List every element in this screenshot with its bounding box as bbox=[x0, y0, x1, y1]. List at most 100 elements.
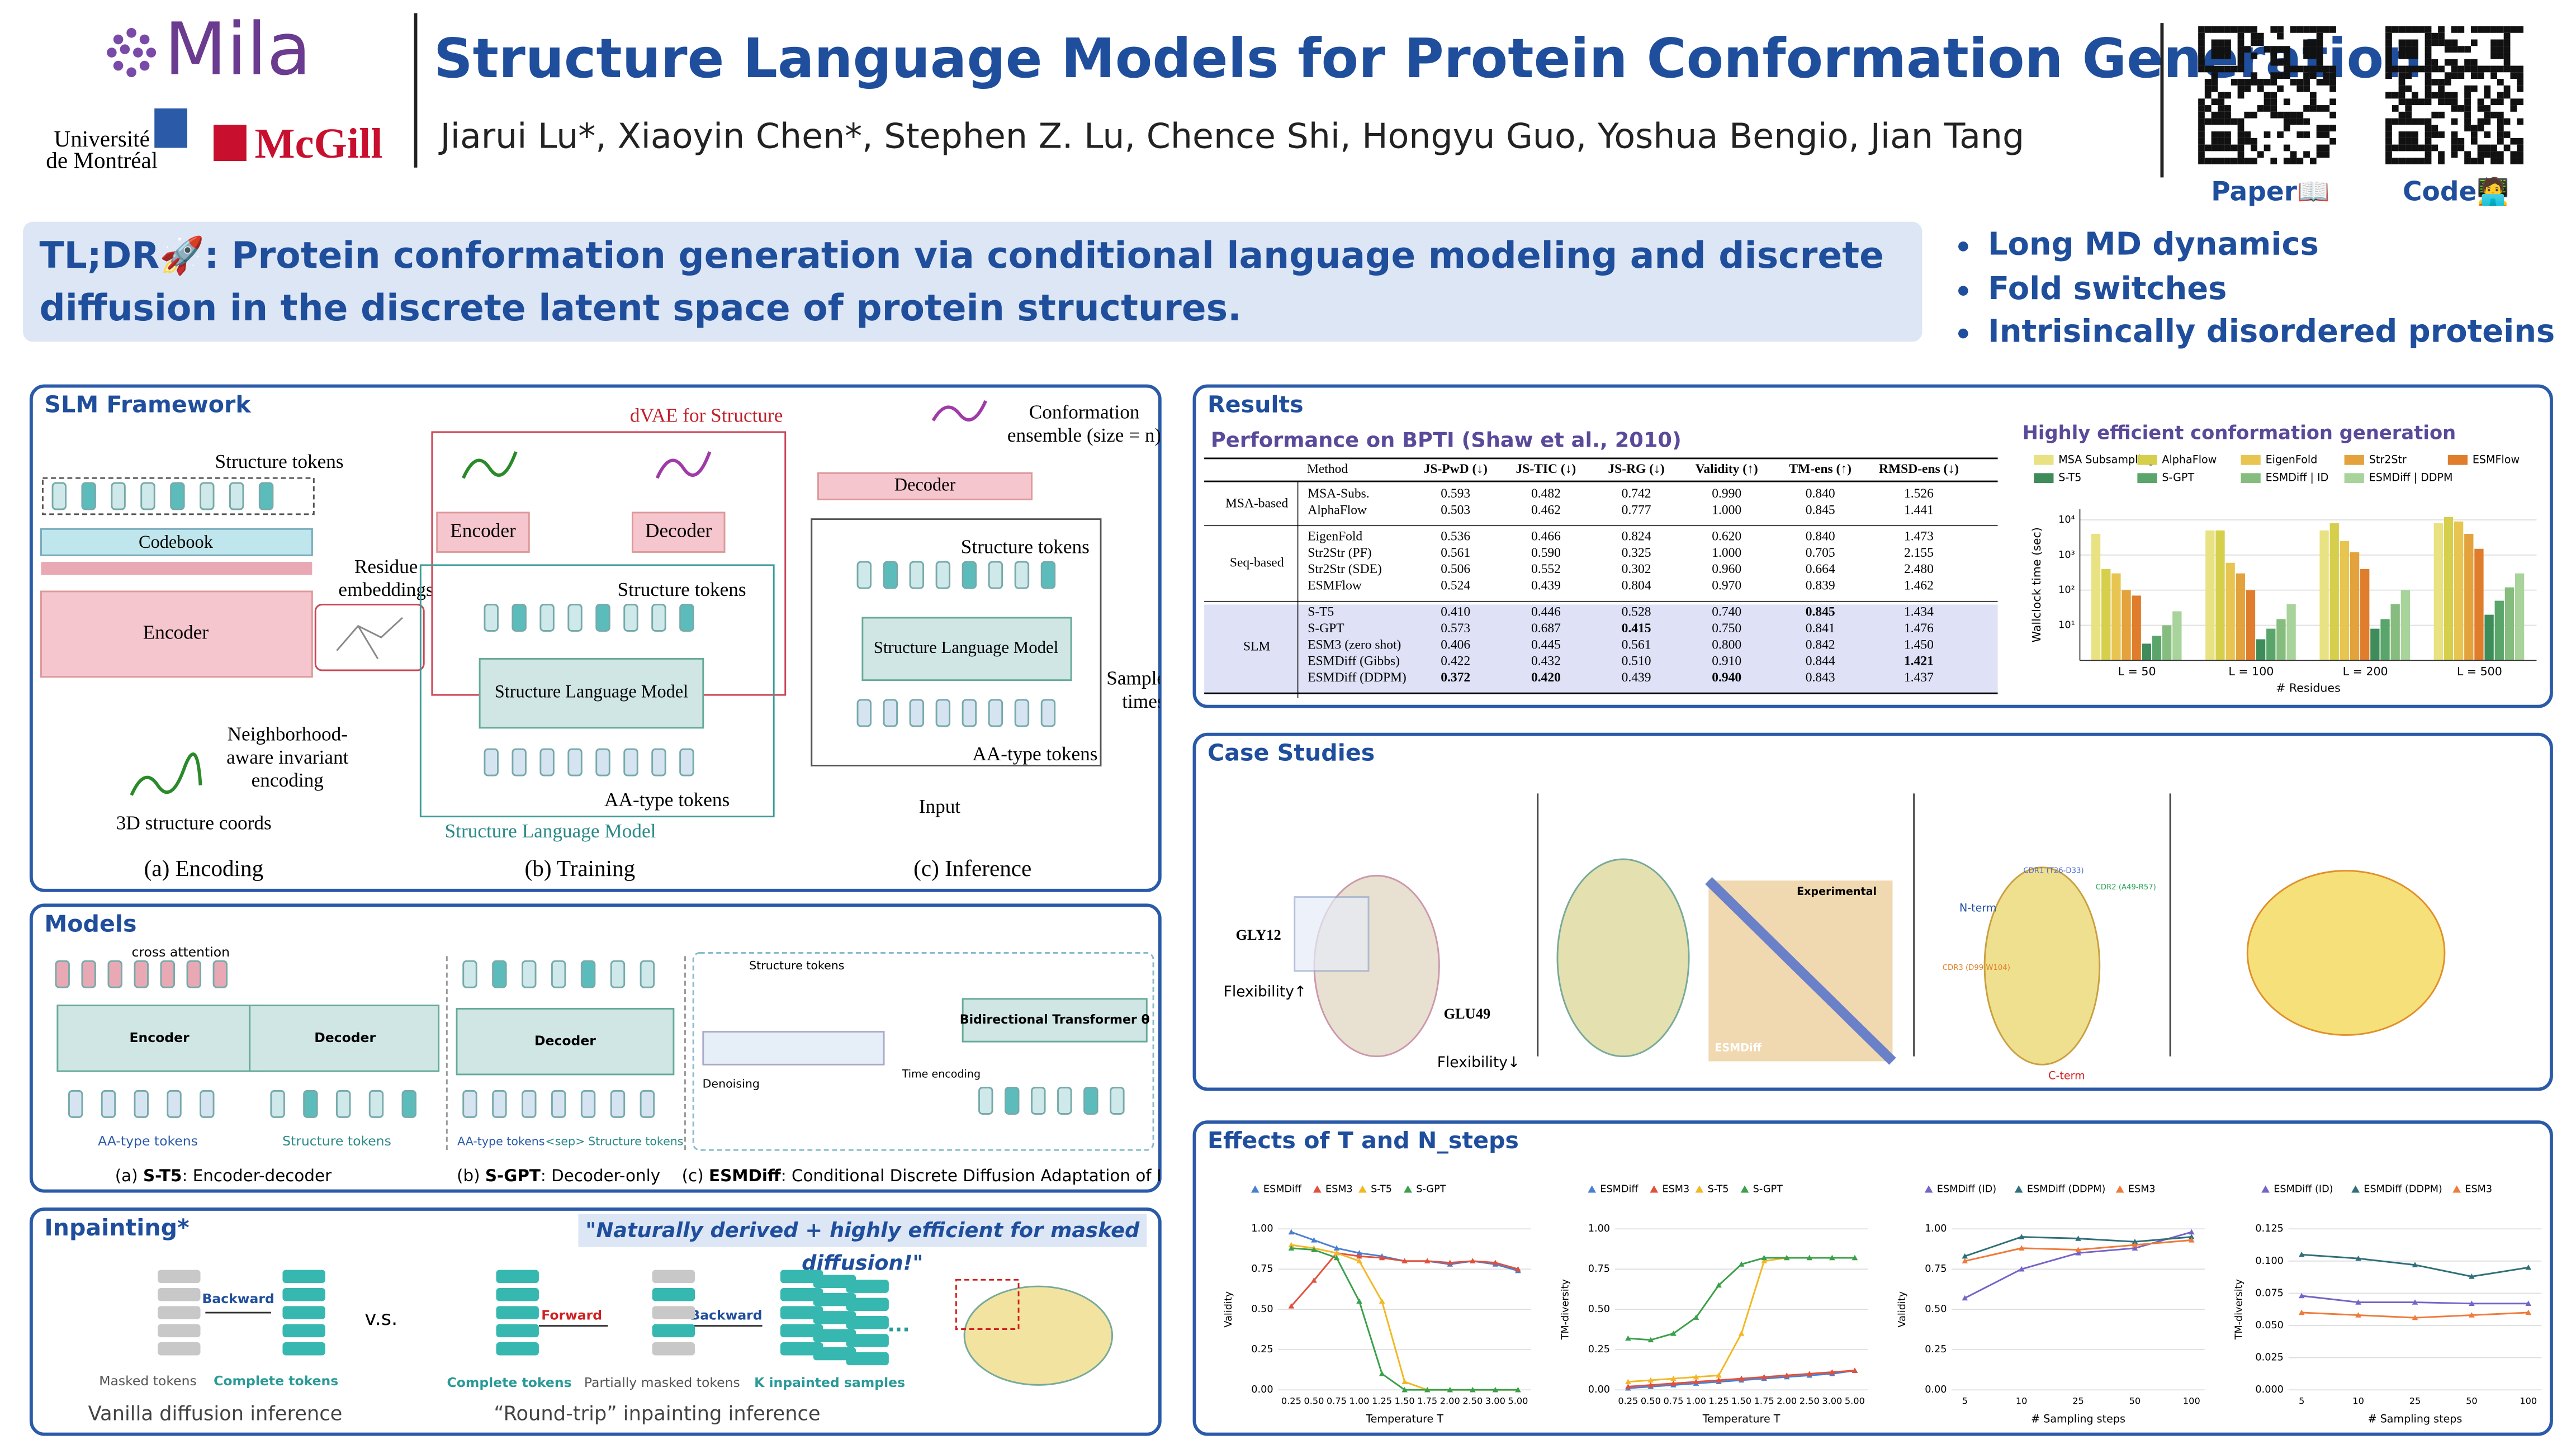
token bbox=[68, 1090, 83, 1118]
qr-cell bbox=[2237, 85, 2244, 92]
inpainting-figure: Backward Masked tokens Complete tokens V… bbox=[88, 1270, 1114, 1425]
qr-cell bbox=[2264, 46, 2271, 53]
cell: 1.000 bbox=[1712, 503, 1741, 517]
caption: (a) Encoding bbox=[144, 855, 264, 882]
x-tick-label: 5 bbox=[1962, 1395, 1968, 1406]
qr-cell bbox=[2218, 138, 2225, 145]
token bbox=[229, 482, 244, 510]
token bbox=[160, 960, 175, 988]
qr-cell bbox=[2198, 98, 2205, 106]
token bbox=[988, 561, 1003, 589]
cell: 0.842 bbox=[1806, 637, 1835, 652]
qr-cell bbox=[2385, 26, 2392, 33]
label: Structure tokens bbox=[749, 959, 844, 972]
qr-cell bbox=[2484, 105, 2491, 112]
qr-cell bbox=[2290, 111, 2297, 119]
cell: 0.406 bbox=[1441, 637, 1470, 652]
section-title: Results bbox=[1208, 392, 1304, 419]
qr-cell bbox=[2277, 131, 2284, 138]
qr-cell bbox=[2264, 105, 2271, 112]
token bbox=[846, 1334, 889, 1347]
qr-cell bbox=[2244, 158, 2251, 164]
token bbox=[962, 699, 977, 727]
qr-cell bbox=[2418, 158, 2425, 164]
qr-cell bbox=[2425, 125, 2432, 132]
qr-cell bbox=[2418, 98, 2425, 106]
point bbox=[1670, 1375, 1677, 1381]
qr-cell bbox=[2198, 118, 2205, 125]
y-axis-label: TM-diversity bbox=[2234, 1279, 2245, 1340]
bar bbox=[2484, 614, 2494, 661]
point bbox=[1693, 1314, 1699, 1320]
caption: (b) Training bbox=[525, 855, 636, 882]
code-link[interactable]: Code🧑‍💻 bbox=[2403, 176, 2509, 207]
qr-cell bbox=[2405, 46, 2412, 53]
group-name: MSA-based bbox=[1225, 496, 1289, 511]
bar bbox=[2142, 643, 2152, 661]
token bbox=[640, 1090, 655, 1118]
qr-cell bbox=[2418, 26, 2425, 33]
point bbox=[2298, 1292, 2305, 1299]
qr-cell bbox=[2283, 125, 2290, 132]
point bbox=[2412, 1262, 2418, 1267]
qr-cell bbox=[2470, 26, 2478, 33]
qr-cell bbox=[2385, 131, 2392, 138]
point bbox=[1670, 1380, 1677, 1386]
y-tick-label: 0.50 bbox=[1251, 1304, 1273, 1315]
cell: 0.844 bbox=[1806, 654, 1835, 669]
qr-cell bbox=[2425, 118, 2432, 125]
cell: 0.503 bbox=[1441, 503, 1470, 517]
point bbox=[1716, 1377, 1722, 1383]
qr-cell bbox=[2296, 65, 2304, 73]
qr-cell bbox=[2237, 65, 2244, 73]
point bbox=[1356, 1253, 1362, 1259]
qr-cell bbox=[2309, 39, 2317, 46]
encoding: Structure tokens Codebook Encoder Residu… bbox=[40, 451, 434, 882]
token bbox=[270, 1090, 285, 1118]
qr-cell bbox=[2218, 98, 2225, 106]
point bbox=[1356, 1250, 1362, 1256]
qr-cell bbox=[2385, 53, 2392, 59]
token bbox=[978, 1087, 993, 1115]
qr-cell bbox=[2244, 111, 2251, 119]
x-tick-label: 2.00 bbox=[1777, 1395, 1797, 1406]
qr-cell bbox=[2204, 144, 2212, 151]
qr-cell bbox=[2510, 72, 2517, 79]
qr-cell bbox=[2211, 111, 2218, 119]
qr-cell bbox=[2237, 79, 2244, 86]
qr-cell bbox=[2451, 131, 2458, 138]
label: Encoder bbox=[143, 621, 209, 643]
bar bbox=[2370, 628, 2380, 661]
legend-marker bbox=[1650, 1185, 1659, 1193]
token bbox=[813, 1275, 856, 1289]
qr-cell bbox=[2270, 158, 2277, 164]
qr-cell bbox=[2270, 111, 2277, 119]
y-tick-label: 10¹ bbox=[2058, 620, 2075, 631]
point bbox=[1738, 1330, 1745, 1336]
point bbox=[1379, 1298, 1385, 1304]
qr-cell bbox=[2503, 59, 2511, 66]
paper-link[interactable]: Paper📖 bbox=[2211, 176, 2330, 207]
tokens bbox=[51, 482, 274, 510]
legend-label: S-T5 bbox=[1708, 1184, 1729, 1195]
qr-cell bbox=[2277, 59, 2284, 66]
x-tick-label: 0.50 bbox=[1304, 1395, 1324, 1406]
qr-cell bbox=[2211, 26, 2218, 33]
token bbox=[368, 1090, 384, 1118]
qr-cell bbox=[2457, 144, 2465, 151]
qr-cell bbox=[2283, 111, 2290, 119]
x-tick-label: L = 100 bbox=[2228, 665, 2274, 678]
token bbox=[1005, 1087, 1020, 1115]
qr-cell bbox=[2425, 131, 2432, 138]
qr-cell bbox=[2431, 59, 2438, 66]
qr-cell bbox=[2425, 144, 2432, 151]
label: Neighborhood- bbox=[228, 723, 348, 745]
token bbox=[512, 748, 527, 776]
point bbox=[1288, 1242, 1295, 1248]
qr-cell bbox=[2477, 26, 2484, 33]
point bbox=[1492, 1386, 1499, 1393]
label: AA-type tokens bbox=[457, 1134, 544, 1148]
qr-cell bbox=[2510, 26, 2517, 33]
qr-cell bbox=[2510, 151, 2517, 158]
